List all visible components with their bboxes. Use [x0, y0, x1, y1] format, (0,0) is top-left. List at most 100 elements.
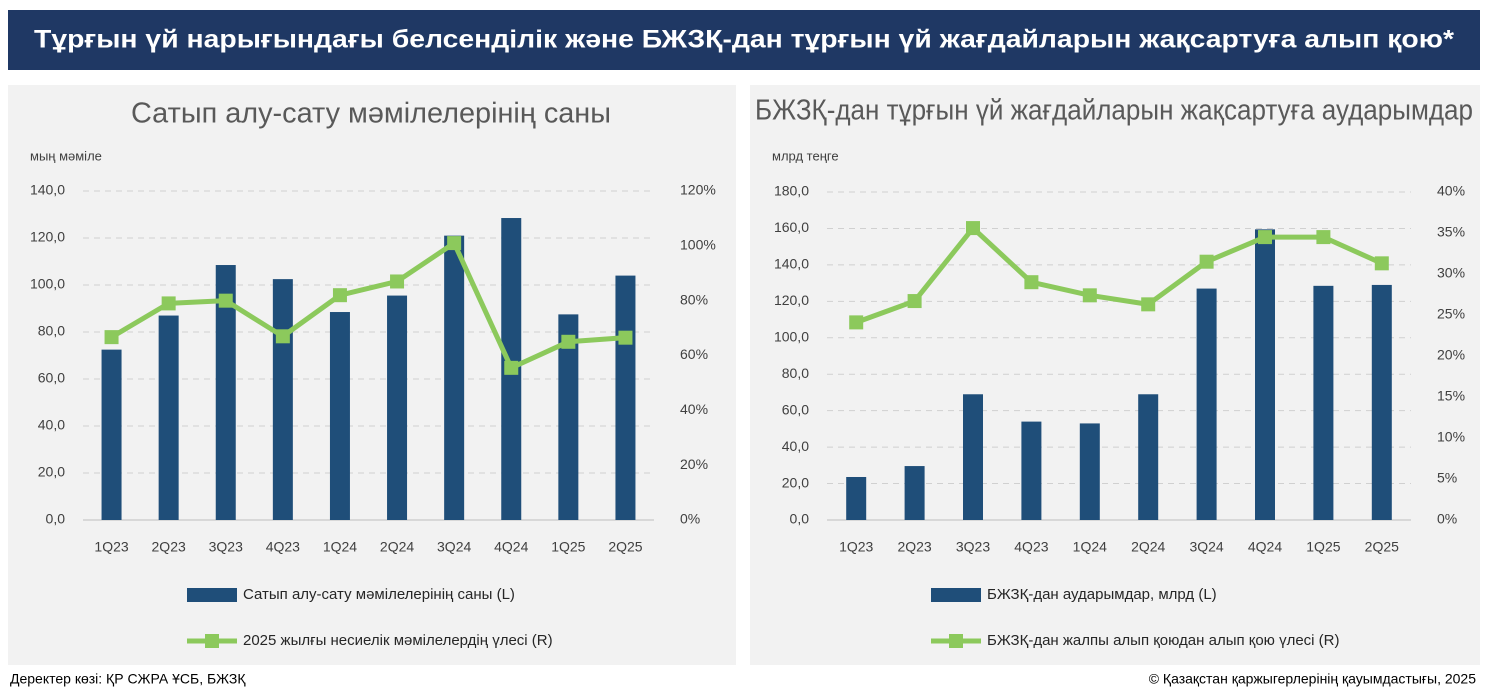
y-tick-label: 180,0 [774, 183, 809, 199]
bar [215, 265, 236, 520]
y-tick-label: 0,0 [790, 511, 810, 527]
bar [444, 235, 465, 520]
line-marker [966, 221, 980, 236]
x-tick-label: 3Q24 [437, 539, 471, 555]
bar [387, 295, 408, 520]
bar [1196, 288, 1217, 520]
line-marker [275, 329, 290, 344]
legend-swatch [187, 588, 237, 602]
y-tick-label: 100,0 [30, 276, 65, 292]
legend-label: Сатып алу-сату мәмілелерінің саны (L) [243, 586, 515, 603]
y2-tick-label: 30% [1437, 265, 1465, 281]
line-marker [332, 288, 347, 303]
y-tick-label: 80,0 [38, 323, 65, 339]
bar [1079, 423, 1100, 520]
x-tick-label: 4Q24 [1248, 539, 1282, 555]
line-marker [161, 296, 176, 311]
legend-label: БЖЗҚ-дан аударымдар, млрд (L) [987, 586, 1217, 603]
bar [1021, 421, 1042, 520]
y2-tick-label: 40% [680, 401, 708, 417]
line-marker [1316, 230, 1331, 245]
y-axis-title: млрд теңге [772, 148, 839, 163]
line [110, 240, 626, 371]
y2-tick-label: 25% [1437, 306, 1465, 322]
y-tick-label: 40,0 [38, 417, 65, 433]
bar [558, 314, 579, 520]
x-tick-label: 1Q25 [1306, 539, 1340, 555]
bar [1255, 229, 1275, 520]
legend-swatch [931, 588, 981, 602]
y-tick-label: 20,0 [38, 464, 65, 480]
y-tick-label: 120,0 [30, 229, 65, 245]
line-marker [1374, 256, 1389, 271]
y-axis-title: мың мәміле [30, 148, 102, 163]
source-note: Деректер көзі: ҚР СЖРА ҰСБ, БЖЗҚ [10, 671, 246, 687]
x-tick-label: 3Q23 [956, 539, 990, 555]
y-tick-label: 80,0 [782, 365, 809, 381]
y-tick-label: 120,0 [774, 292, 809, 308]
line-marker [618, 330, 633, 345]
y2-tick-label: 20% [1437, 347, 1465, 363]
legend-label: БЖЗҚ-дан жалпы алып қоюдан алып қою үлес… [987, 632, 1340, 649]
y2-tick-label: 40% [1437, 183, 1465, 199]
x-tick-label: 2Q23 [152, 539, 186, 555]
bar [615, 275, 636, 520]
y2-tick-label: 35% [1437, 224, 1465, 240]
y2-tick-label: 20% [680, 456, 708, 472]
x-tick-label: 3Q23 [209, 539, 243, 555]
x-tick-label: 4Q23 [1014, 539, 1048, 555]
y2-tick-label: 80% [680, 291, 708, 307]
copyright: © Қазақстан қаржыгерлерінің қауымдастығы… [1149, 671, 1476, 687]
y2-tick-label: 120% [680, 182, 716, 198]
x-tick-label: 4Q23 [266, 539, 300, 555]
x-tick-label: 1Q24 [1073, 539, 1107, 555]
y2-tick-label: 0% [1437, 511, 1457, 527]
bar [1313, 285, 1334, 520]
y2-tick-label: 15% [1437, 388, 1465, 404]
y-tick-label: 160,0 [774, 219, 809, 235]
x-tick-label: 1Q23 [94, 539, 128, 555]
line [855, 225, 1383, 325]
legend-swatch [949, 634, 963, 648]
x-tick-label: 1Q24 [323, 539, 357, 555]
x-tick-label: 2Q23 [897, 539, 931, 555]
line-marker [907, 294, 922, 309]
line-marker [1258, 230, 1272, 245]
y-tick-label: 60,0 [38, 370, 65, 386]
line-marker [390, 274, 405, 289]
line-marker [1082, 288, 1097, 303]
bar [846, 476, 867, 520]
chart-title: БЖЗҚ-дан тұрғын үй жағдайларын жақсартуғ… [755, 95, 1473, 127]
bar [158, 315, 179, 520]
line-marker [218, 293, 233, 308]
bar [904, 466, 925, 520]
y2-tick-label: 10% [1437, 429, 1465, 445]
y-tick-label: 100,0 [774, 328, 809, 344]
bar [1371, 284, 1392, 520]
line-marker [104, 330, 119, 345]
y-tick-label: 0,0 [46, 511, 66, 527]
x-tick-label: 1Q23 [839, 539, 873, 555]
y-tick-label: 40,0 [782, 438, 809, 454]
panel [8, 85, 736, 665]
x-tick-label: 4Q24 [494, 539, 528, 555]
x-tick-label: 2Q24 [380, 539, 414, 555]
x-tick-label: 2Q25 [1365, 539, 1399, 555]
line-marker [504, 360, 519, 375]
legend-swatch [205, 634, 219, 648]
y-tick-label: 140,0 [774, 256, 809, 272]
bar [329, 312, 350, 520]
y2-tick-label: 100% [680, 237, 716, 253]
bar [101, 349, 122, 520]
x-tick-label: 2Q24 [1131, 539, 1165, 555]
bar [272, 279, 293, 520]
x-tick-label: 2Q25 [608, 539, 642, 555]
header-title: Тұрғын үй нарығындағы белсенділік және Б… [34, 26, 1454, 54]
x-tick-label: 3Q24 [1189, 539, 1223, 555]
y-tick-label: 140,0 [30, 182, 65, 198]
line-marker [447, 236, 462, 251]
y-tick-label: 20,0 [782, 474, 809, 490]
panel [750, 85, 1480, 665]
line-marker [1024, 275, 1039, 290]
